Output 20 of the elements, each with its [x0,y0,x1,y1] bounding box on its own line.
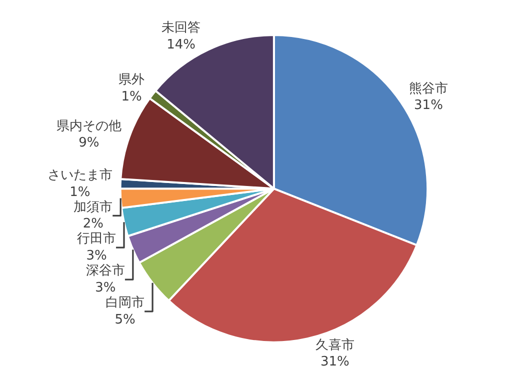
data-label: 1% [70,184,90,200]
data-label: 5% [114,312,136,328]
slice-label: 県外 [118,72,145,88]
slice-label: 行田市 [77,232,116,247]
data-label: 9% [78,136,100,151]
slice-label: さいたま市 [47,168,112,183]
slice-label: 県内その他 [56,118,122,134]
slice-label: 深谷市 [86,264,125,279]
slice-label: 加須市 [74,200,113,215]
data-label: 1% [121,89,142,104]
slice-label: 未回答 [162,20,201,36]
slice-label: 熊谷市 [408,81,448,96]
slice-label: 久喜市 [315,338,354,353]
data-label: 31% [414,98,443,114]
slice-label: 白岡市 [106,295,145,310]
data-label: 2% [82,216,104,232]
data-label: 14% [166,38,196,53]
data-label: 31% [320,354,350,370]
data-label: 3% [86,248,107,264]
data-label: 3% [95,280,116,296]
